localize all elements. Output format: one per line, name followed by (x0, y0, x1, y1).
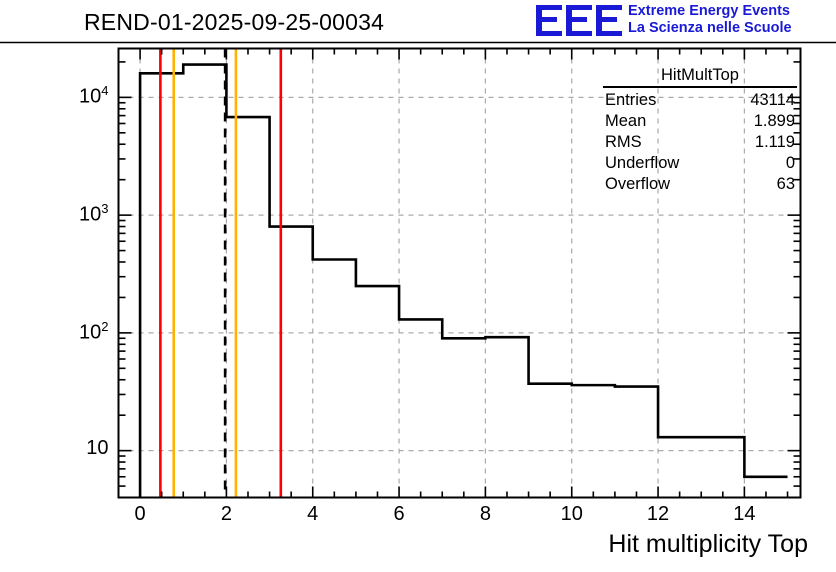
logo-line-1: Extreme Energy Events (628, 3, 790, 19)
stats-divider (603, 86, 797, 88)
y-tick-label: 104 (79, 83, 109, 109)
stats-row-value: 63 (776, 175, 795, 193)
y-tick-label: 102 (79, 318, 109, 344)
eee-logo-icon (536, 5, 622, 36)
plot-frame (117, 47, 802, 499)
stats-row-value: 1.899 (753, 112, 795, 130)
axis-frame (117, 47, 802, 499)
x-tick-label-0: 0 (134, 503, 146, 525)
stats-row-label: Entries (605, 91, 657, 109)
x-tick-label-8: 8 (479, 503, 491, 525)
stats-title: HitMultTop (661, 66, 739, 84)
stats-row-value: 0 (785, 154, 795, 172)
stats-row: Underflow 0 (603, 153, 797, 174)
stats-row: Mean 1.899 (603, 111, 797, 132)
x-tick-label-6: 6 (393, 503, 405, 525)
stats-row-value: 1.119 (754, 133, 795, 151)
stats-box: HitMultTop Entries 43114 Mean 1.899 RMS 1.119… (603, 66, 797, 195)
stats-row-label: RMS (605, 133, 642, 151)
stats-row-label: Mean (605, 112, 647, 130)
x-tick-label-2: 2 (220, 503, 232, 525)
grid-lines (118, 48, 801, 498)
histogram-outline (138, 63, 788, 498)
stats-row: Overflow 63 (603, 174, 797, 195)
x-tick-label-4: 4 (307, 503, 319, 525)
logo-line-2: La Scienza nelle Scuole (628, 20, 792, 36)
x-tick-label-10: 10 (560, 503, 583, 525)
y-tick-label: 10 (86, 436, 109, 459)
x-tick-label-14: 14 (733, 503, 756, 525)
stats-row-label: Underflow (605, 154, 680, 172)
stats-row-label: Overflow (605, 175, 671, 193)
stats-row: Entries 43114 (603, 90, 797, 111)
marker-lines (159, 48, 283, 498)
eee-logo-text: Extreme Energy Events La Scienza nelle S… (628, 3, 836, 37)
x-axis-title: Hit multiplicity Top (608, 530, 808, 558)
stats-row-value: 43114 (750, 91, 795, 109)
eee-logo: Extreme Energy Events La Scienza nelle S… (536, 2, 834, 42)
stats-row: RMS 1.119 (603, 132, 797, 153)
page-title: REND-01-2025-09-25-00034 (84, 9, 385, 35)
x-tick-label-12: 12 (646, 503, 670, 525)
histogram-steps (138, 63, 788, 498)
y-tick-label: 103 (79, 201, 109, 226)
axis-ticks (118, 48, 801, 498)
